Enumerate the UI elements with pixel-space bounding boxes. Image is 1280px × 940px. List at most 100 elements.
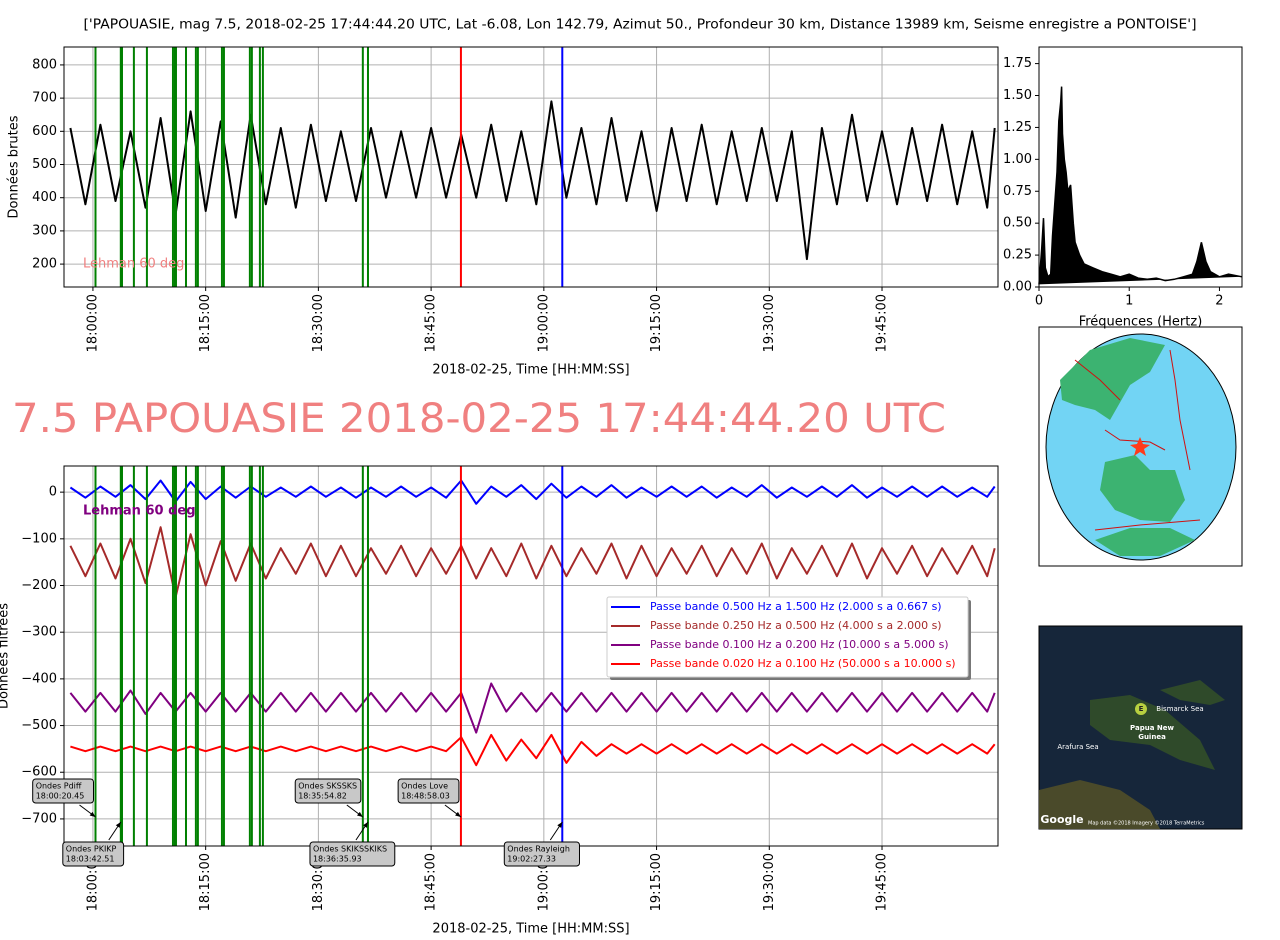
- x-tick-label: 19:15:00: [649, 853, 664, 911]
- annotation-box: [309, 841, 396, 867]
- x-axis-label: 2018-02-25, Time [HH:MM:SS]: [432, 363, 629, 378]
- x-tick-label: 0: [1035, 294, 1043, 309]
- sea-label: Arafura Sea: [1057, 743, 1098, 751]
- y-tick-label: 800: [32, 57, 57, 72]
- trace: [69, 682, 996, 734]
- x-tick-label: 2: [1215, 294, 1223, 309]
- x-tick-label: 18:30:00: [311, 853, 326, 911]
- y-tick-label: 1.00: [1003, 152, 1032, 167]
- annotation-time: 18:48:58.03: [401, 792, 450, 801]
- y-tick-label: 1.25: [1003, 120, 1032, 135]
- y-tick-label: 400: [32, 190, 57, 205]
- land-islands: [1160, 680, 1225, 705]
- legend-label: Passe bande 0.250 Hz a 0.500 Hz (4.000 s…: [650, 619, 942, 632]
- x-tick-label: 18:15:00: [198, 853, 213, 911]
- annotation-label: Ondes Love: [401, 782, 448, 791]
- legend-box: [606, 596, 969, 678]
- annotation-arrowhead: [89, 811, 96, 817]
- y-tick-label: −300: [21, 625, 57, 640]
- y-tick-label: 700: [32, 91, 57, 106]
- x-tick-label: 19:15:00: [649, 294, 664, 352]
- plate-boundary: [1074, 349, 1201, 531]
- trace: [69, 479, 996, 505]
- y-axis-label: Données brutes: [7, 115, 22, 218]
- y-tick-label: 0.25: [1003, 248, 1032, 263]
- trace: [69, 526, 996, 599]
- annotation-arrowhead: [557, 822, 563, 828]
- headline: 7.5 PAPOUASIE 2018-02-25 17:44:44.20 UTC: [12, 396, 946, 442]
- spectrum: [1038, 86, 1243, 285]
- x-axis-label: Fréquences (Hertz): [1079, 315, 1203, 330]
- annotation-arrowhead: [357, 811, 363, 817]
- epicenter-star: [1130, 437, 1150, 456]
- x-tick-label: 19:30:00: [762, 853, 777, 911]
- y-tick-label: −700: [21, 811, 57, 826]
- y-tick-label: −500: [21, 718, 57, 733]
- annotation-label: Ondes Pdiff: [36, 782, 82, 791]
- x-tick-label: 19:00:00: [536, 853, 551, 911]
- map-logo: Google: [1040, 813, 1083, 826]
- plot-frame: [1038, 46, 1243, 288]
- x-tick-label: 18:15:00: [198, 294, 213, 352]
- country-label: Guinea: [1138, 733, 1166, 741]
- annotation-box: [294, 778, 362, 804]
- annotation-arrowhead: [455, 811, 461, 817]
- annotation-time: 18:00:20.45: [36, 792, 85, 801]
- y-axis-label: Données filtrées: [0, 603, 12, 709]
- y-tick-label: 600: [32, 124, 57, 139]
- land-antarctica: [1095, 528, 1195, 556]
- land-australia: [1039, 780, 1160, 829]
- land-asia: [1060, 338, 1165, 420]
- annotation-label: Ondes Rayleigh: [507, 845, 570, 854]
- sea-label: Bismarck Sea: [1156, 705, 1203, 713]
- y-tick-label: 0: [49, 485, 57, 500]
- annotation-label: Ondes SKIKSSKIKS: [313, 845, 387, 854]
- x-tick-label: 19:45:00: [875, 294, 890, 352]
- y-tick-label: 1.50: [1003, 88, 1032, 103]
- legend-label: Passe bande 0.500 Hz a 1.500 Hz (2.000 s…: [650, 600, 942, 613]
- plot-frame: [63, 46, 999, 288]
- annotation-time: 19:02:27.33: [507, 855, 556, 864]
- annotation-time: 18:03:42.51: [66, 855, 115, 864]
- x-tick-label: 18:00:00: [85, 853, 100, 911]
- world-map: [1038, 326, 1243, 567]
- annotation-label: Ondes SKSSKS: [298, 782, 357, 791]
- annotation-arrowhead: [115, 822, 121, 828]
- annotation-time: 18:36:35.93: [313, 855, 362, 864]
- y-tick-label: 0.00: [1003, 280, 1032, 295]
- country-label: Papua New: [1130, 724, 1174, 732]
- x-tick-label: 18:45:00: [424, 294, 439, 352]
- annotation-label: Ondes PKIKP: [66, 845, 117, 854]
- x-tick-label: 1: [1125, 294, 1133, 309]
- plot-area: [64, 47, 998, 287]
- annotation-box: [62, 841, 125, 867]
- regional-map: E Bismarck Sea Papua New Guinea Arafura …: [1038, 625, 1243, 830]
- y-tick-label: −100: [21, 531, 57, 546]
- y-tick-label: 0.75: [1003, 184, 1032, 199]
- x-tick-label: 19:00:00: [536, 294, 551, 352]
- spectrum-panel: 0.00 0.25 0.50 0.75 1.00 1.25 1.50 1.75 0 1 2 Fréqu…: [1003, 46, 1243, 330]
- land-australia: [1100, 455, 1185, 522]
- y-tick-label: 500: [32, 157, 57, 172]
- y-tick-label: −400: [21, 671, 57, 686]
- legend-label: Passe bande 0.100 Hz a 0.200 Hz (10.000 …: [650, 638, 949, 651]
- y-tick-label: 1.75: [1003, 56, 1032, 71]
- land-new-guinea: [1090, 695, 1215, 770]
- x-tick-label: 18:00:00: [85, 294, 100, 352]
- y-tick-label: 0.50: [1003, 216, 1032, 231]
- y-tick-label: −200: [21, 578, 57, 593]
- y-tick-label: 200: [32, 257, 57, 272]
- y-tick-label: −600: [21, 765, 57, 780]
- marker-label: E: [1139, 705, 1144, 713]
- x-tick-label: 19:30:00: [762, 294, 777, 352]
- annotation-box: [397, 778, 460, 804]
- x-axis-label: 2018-02-25, Time [HH:MM:SS]: [432, 922, 629, 937]
- legend-label: Passe bande 0.020 Hz a 0.100 Hz (50.000 …: [650, 657, 956, 670]
- trace: [70, 733, 996, 767]
- time-panel: 200 300 400 500 600 700 800 18:00:00 18:15:00 18:…: [7, 46, 999, 378]
- annotation: Lehman 60 deg: [83, 257, 184, 272]
- map-attribution: Map data ©2018 Imagery ©2018 TerraMetric…: [1088, 820, 1205, 827]
